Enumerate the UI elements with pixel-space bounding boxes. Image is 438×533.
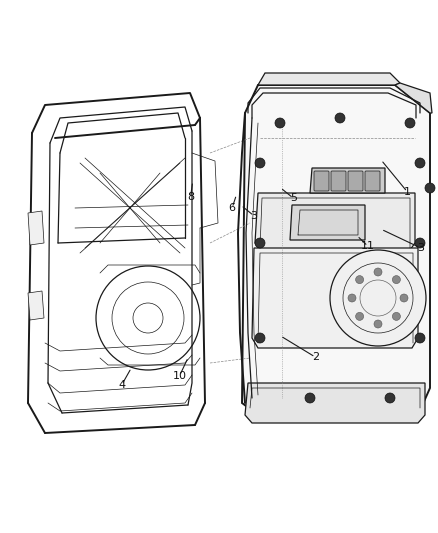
- Circle shape: [356, 276, 364, 284]
- Text: 2: 2: [312, 352, 319, 362]
- Polygon shape: [395, 83, 432, 113]
- Text: 3: 3: [417, 243, 424, 253]
- Circle shape: [400, 294, 408, 302]
- Circle shape: [392, 276, 400, 284]
- FancyBboxPatch shape: [331, 171, 346, 191]
- Circle shape: [374, 268, 382, 276]
- Text: 8: 8: [187, 192, 194, 202]
- FancyBboxPatch shape: [314, 171, 329, 191]
- Polygon shape: [242, 85, 430, 415]
- Circle shape: [425, 183, 435, 193]
- FancyBboxPatch shape: [365, 171, 380, 191]
- Circle shape: [330, 250, 426, 346]
- Text: 5: 5: [290, 193, 297, 203]
- Polygon shape: [245, 383, 425, 423]
- Text: 11: 11: [361, 241, 375, 251]
- Circle shape: [305, 393, 315, 403]
- Polygon shape: [28, 211, 44, 245]
- Circle shape: [335, 113, 345, 123]
- Polygon shape: [258, 73, 400, 85]
- Text: 6: 6: [229, 203, 236, 213]
- Text: 3: 3: [251, 211, 258, 221]
- Circle shape: [374, 320, 382, 328]
- Polygon shape: [310, 168, 385, 193]
- FancyBboxPatch shape: [348, 171, 363, 191]
- Circle shape: [348, 294, 356, 302]
- Text: 4: 4: [118, 380, 125, 390]
- Circle shape: [255, 238, 265, 248]
- Circle shape: [392, 312, 400, 320]
- Circle shape: [415, 333, 425, 343]
- Circle shape: [415, 158, 425, 168]
- Polygon shape: [290, 205, 365, 240]
- Circle shape: [255, 158, 265, 168]
- Circle shape: [275, 118, 285, 128]
- Circle shape: [415, 238, 425, 248]
- Polygon shape: [252, 248, 418, 348]
- Text: 10: 10: [173, 371, 187, 381]
- Circle shape: [255, 333, 265, 343]
- Text: 1: 1: [404, 187, 411, 197]
- Circle shape: [356, 312, 364, 320]
- Polygon shape: [255, 193, 415, 250]
- Circle shape: [385, 393, 395, 403]
- Polygon shape: [28, 291, 44, 320]
- Circle shape: [405, 118, 415, 128]
